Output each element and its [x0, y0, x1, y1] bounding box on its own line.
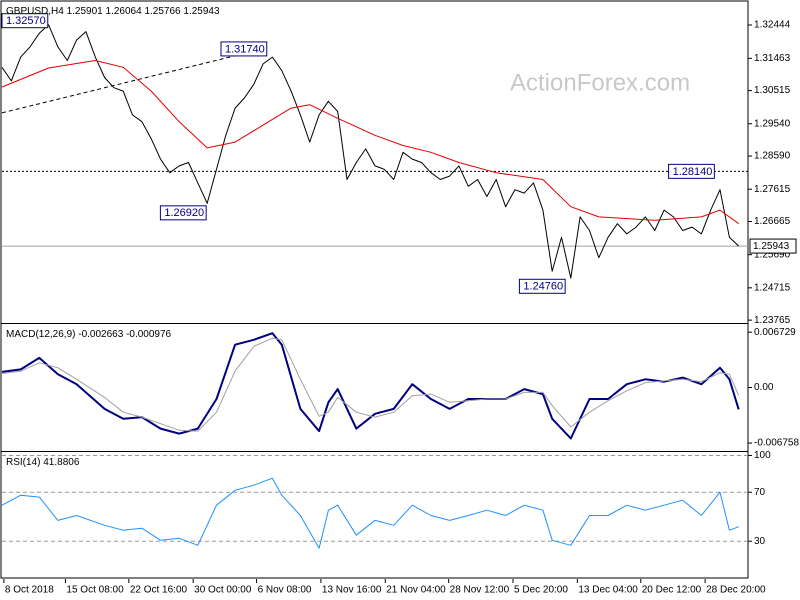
- series-line: [1, 477, 739, 549]
- y-tick-label: 1.29540: [754, 118, 791, 129]
- y-tick-label: 1.28590: [754, 151, 791, 162]
- annotation-box: [159, 205, 207, 221]
- panel-header: GBPUSD,H4 1.25901 1.26064 1.25766 1.2594…: [6, 6, 220, 17]
- panel-title: RSI(14): [6, 457, 40, 468]
- annotation-label: 1.32570: [6, 15, 46, 27]
- x-tick-label: 15 Oct 08:00: [66, 585, 124, 596]
- panel-header: RSI(14) 41.8806: [6, 457, 80, 468]
- header-value: -0.000976: [126, 329, 171, 340]
- y-tick-label: 1.25690: [754, 249, 791, 260]
- x-tick-label: 13 Nov 16:00: [322, 585, 382, 596]
- trendline: [1, 48, 264, 114]
- x-tick-label: 21 Nov 04:00: [386, 585, 446, 596]
- panel-title: GBPUSD,H4: [6, 6, 64, 17]
- y-tick-label: 1.23765: [754, 315, 791, 326]
- annotation-label: 1.26920: [164, 207, 204, 219]
- x-tick-label: 28 Dec 20:00: [706, 585, 766, 596]
- y-tick-label: 1.26665: [754, 216, 791, 227]
- x-tick-label: 28 Nov 12:00: [450, 585, 510, 596]
- series-line: [1, 60, 739, 225]
- panel-title: MACD(12,26,9): [6, 329, 75, 340]
- series-line: [1, 24, 740, 279]
- x-tick-label: 6 Nov 08:00: [258, 585, 312, 596]
- y-tick-label: 1.30515: [754, 85, 791, 96]
- annotation-box: [668, 163, 715, 179]
- header-value: 41.8806: [43, 457, 80, 468]
- y-tick-label: 1.32444: [754, 20, 791, 31]
- y-tick-label: 1.27615: [754, 184, 791, 195]
- x-tick-label: 22 Oct 16:00: [130, 585, 188, 596]
- series-line: [1, 337, 740, 432]
- x-tick-label: 13 Dec 04:00: [578, 585, 638, 596]
- y-tick-label: 0.006729: [754, 327, 796, 338]
- x-tick-label: 30 Oct 00:00: [194, 585, 252, 596]
- current-price-box: [749, 238, 797, 254]
- y-tick-label: 0.00: [754, 382, 774, 393]
- header-low: 1.25766: [144, 6, 181, 17]
- y-tick-label: 1.24715: [754, 282, 791, 293]
- x-tick-label: 20 Dec 12:00: [642, 585, 702, 596]
- current-price-label: 1.25943: [753, 241, 790, 252]
- header-open: 1.25901: [67, 6, 104, 17]
- header-value: -0.002663: [78, 329, 123, 340]
- annotation-label: 1.31740: [225, 43, 265, 55]
- y-tick-label: 30: [754, 536, 766, 547]
- series-line: [1, 332, 740, 440]
- header-high: 1.26064: [106, 6, 143, 17]
- frame: [0, 0, 749, 579]
- watermark: ActionForex.com: [510, 69, 690, 96]
- y-tick-label: 1.31463: [754, 53, 791, 64]
- y-tick-label: 70: [754, 487, 766, 498]
- annotation-box: [220, 41, 268, 57]
- annotation-label: 1.24760: [523, 281, 563, 293]
- y-tick-label: -0.006758: [754, 438, 799, 449]
- header-value: 1.25943: [183, 6, 220, 17]
- annotation-box: [518, 278, 566, 294]
- x-tick-label: 5 Dec 20:00: [514, 585, 568, 596]
- annotation-box: [1, 13, 49, 29]
- panel-header: MACD(12,26,9) -0.002663 -0.000976: [6, 329, 172, 340]
- x-tick-label: 8 Oct 2018: [5, 585, 54, 596]
- y-tick-label: 100: [754, 450, 771, 461]
- annotation-label: 1.28140: [673, 166, 713, 178]
